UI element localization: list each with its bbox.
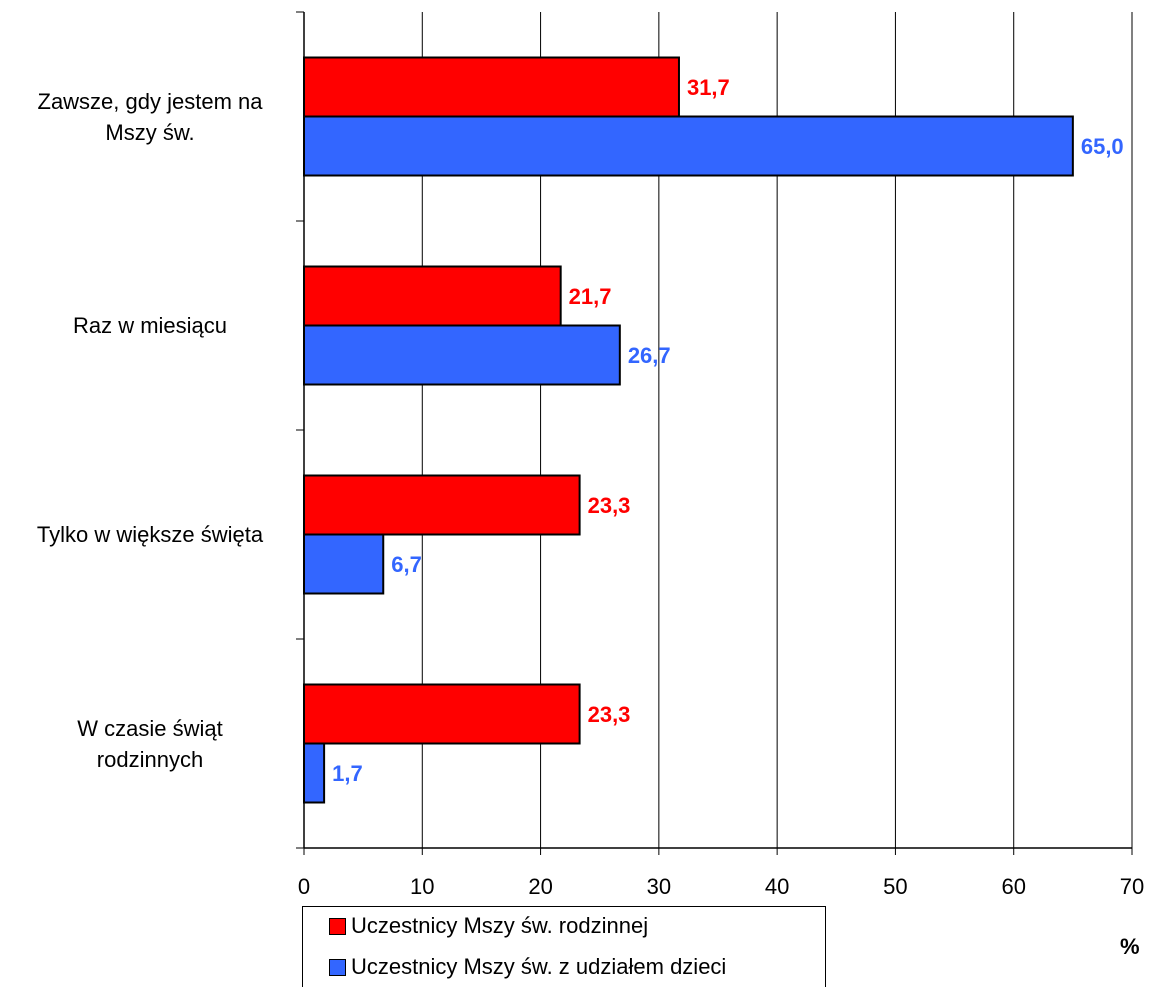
bar [303,533,385,595]
legend: Uczestnicy Mszy św. rodzinnej Uczestnicy… [302,906,826,987]
category-label: Raz w miesiącu [0,310,300,341]
category-label-line: Zawsze, gdy jestem na [37,88,263,114]
bar [303,324,621,386]
data-label: 26,7 [628,343,671,368]
legend-swatch-blue [329,958,346,976]
x-tick-label: 10 [410,874,434,899]
x-tick-label: 70 [1120,874,1144,899]
category-label: Zawsze, gdy jestem na Mszy św. [0,86,300,148]
legend-label: Uczestnicy Mszy św. rodzinnej [351,913,649,938]
x-axis-unit-label: % [1120,934,1140,959]
data-label: 1,7 [332,761,363,786]
data-label: 23,3 [588,493,631,518]
category-label: W czasie świąt rodzinnych [0,713,300,775]
legend-item-series-1: Uczestnicy Mszy św. rodzinnej [329,911,648,941]
data-label: 65,0 [1081,134,1124,159]
bar [303,56,680,118]
bar [303,115,1074,177]
category-label-line: W czasie świąt [77,715,223,741]
data-label: 21,7 [569,284,612,309]
x-tick-label: 0 [298,874,310,899]
x-tick-label: 30 [647,874,671,899]
x-tick-label: 40 [765,874,789,899]
data-label: 6,7 [391,552,422,577]
data-label: 31,7 [687,75,730,100]
x-tick-label: 20 [528,874,552,899]
category-label-line: Raz w miesiącu [72,313,228,338]
legend-label: Uczestnicy Mszy św. z udziałem dzieci [351,954,727,979]
bar [303,474,581,536]
x-tick-label: 50 [883,874,907,899]
bar [303,742,326,804]
bar [303,683,581,745]
legend-item-series-2: Uczestnicy Mszy św. z udziałem dzieci [329,952,726,982]
legend-swatch-red [329,917,346,935]
bar [303,265,562,327]
bar-chart: 0 10 20 30 40 50 60 70 31,7 65,0 21,7 26,7 23,3 6,7 23… [296,11,1144,899]
data-label: 23,3 [588,702,631,727]
category-label-line: rodzinnych [96,746,204,772]
category-label: Tylko w większe święta [0,519,300,550]
x-tick-label: 60 [1001,874,1025,899]
category-label-line: Mszy św. [105,119,195,145]
category-label-line: Tylko w większe święta [36,522,264,547]
